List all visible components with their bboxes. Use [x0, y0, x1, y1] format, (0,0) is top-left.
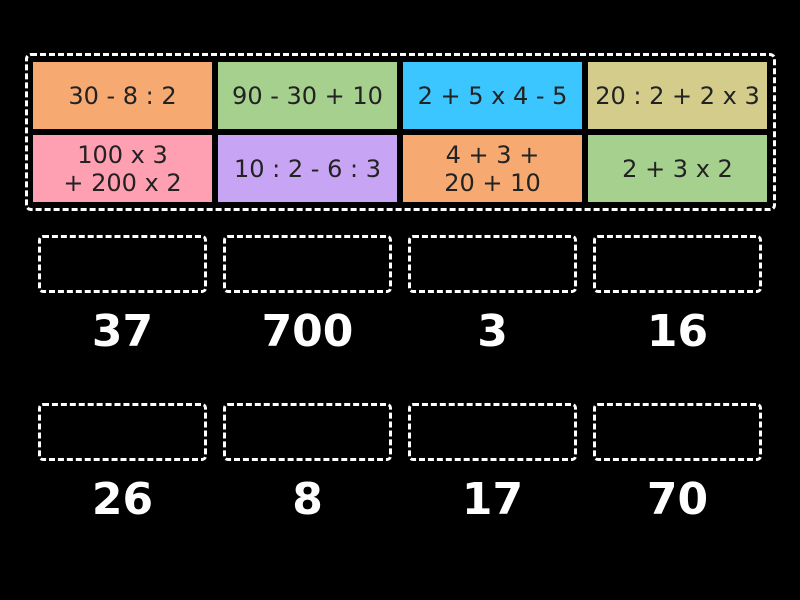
tile[interactable]: 10 : 2 - 6 : 3: [218, 135, 397, 202]
drop-zone[interactable]: [408, 403, 577, 461]
answer-label: 700: [261, 306, 354, 357]
tile-tray: [25, 53, 776, 211]
drop-zone[interactable]: [593, 403, 762, 461]
tile[interactable]: 2 + 3 x 2: [588, 135, 767, 202]
answer-label: 16: [646, 306, 709, 357]
answer-label: 3: [477, 306, 508, 357]
answer-label: 8: [292, 474, 323, 525]
answer-label: 37: [91, 306, 154, 357]
drop-zone[interactable]: [223, 235, 392, 293]
answer-label: 26: [91, 474, 154, 525]
tile[interactable]: 30 - 8 : 2: [33, 62, 212, 129]
tile[interactable]: 90 - 30 + 10: [218, 62, 397, 129]
answer-label: 17: [461, 474, 524, 525]
drop-zone[interactable]: [408, 235, 577, 293]
tile[interactable]: 20 : 2 + 2 x 3: [588, 62, 767, 129]
tile[interactable]: 2 + 5 x 4 - 5: [403, 62, 582, 129]
drop-zone[interactable]: [223, 403, 392, 461]
drop-zone[interactable]: [38, 235, 207, 293]
drop-zone[interactable]: [38, 403, 207, 461]
answer-label: 70: [646, 474, 709, 525]
drop-zone[interactable]: [593, 235, 762, 293]
tile[interactable]: 100 x 3 + 200 x 2: [33, 135, 212, 202]
tile[interactable]: 4 + 3 + 20 + 10: [403, 135, 582, 202]
